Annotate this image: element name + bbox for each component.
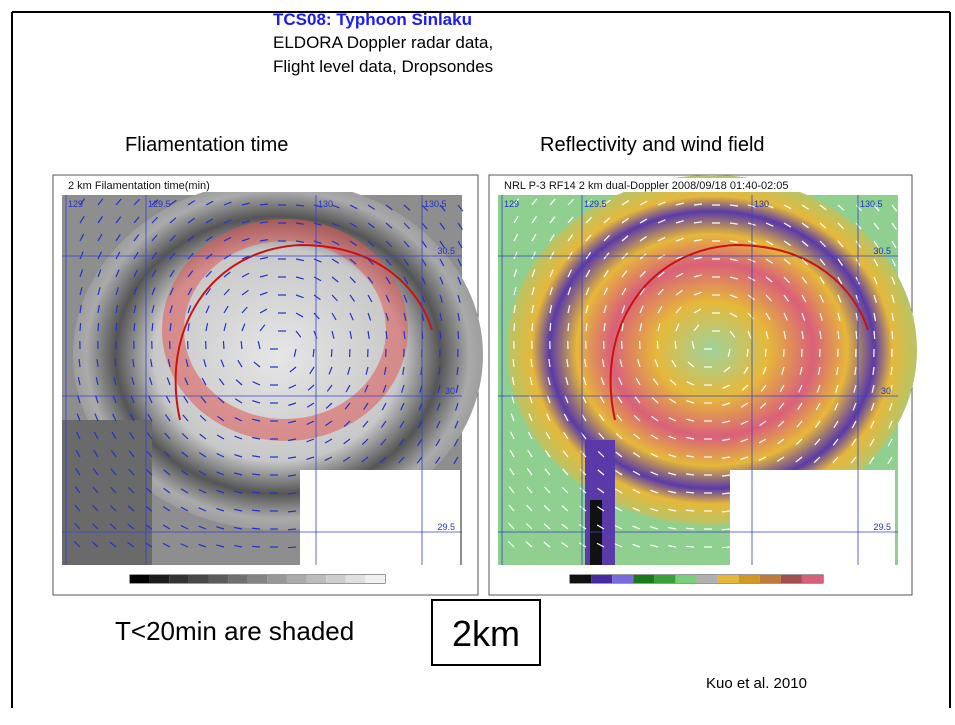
colorbar-cell — [248, 575, 268, 583]
lon-label: 129.5 — [584, 199, 607, 209]
colorbar-cell — [150, 575, 170, 583]
colorbar-cell — [326, 575, 346, 583]
wind-arrow — [722, 547, 730, 548]
colorbar-cell — [228, 575, 248, 583]
colorbar-cell — [802, 575, 823, 583]
colorbar-cell — [208, 575, 228, 583]
wind-arrow — [657, 341, 658, 349]
lat-label: 30 — [881, 386, 891, 396]
colorbar-cell — [739, 575, 760, 583]
note: T<20min are shaded — [115, 616, 354, 646]
lon-label: 129 — [504, 199, 519, 209]
wind-arrow — [440, 331, 441, 339]
colorbar-cell — [633, 575, 654, 583]
wind-arrow — [252, 546, 260, 547]
lon-label: 129.5 — [148, 199, 171, 209]
subtitle: Flight level data, Dropsondes — [273, 57, 493, 76]
wind-arrow — [532, 323, 533, 331]
wind-arrow — [134, 323, 135, 331]
image-reflectivity: NRL P-3 RF14 2 km dual-Doppler 2008/09/1… — [489, 175, 917, 595]
colorbar-cell — [169, 575, 189, 583]
colorbar-cell — [591, 575, 612, 583]
panel-title: Reflectivity and wind field — [540, 134, 765, 156]
colorbar-cell — [130, 575, 150, 583]
slide: TCS08: Typhoon Sinlaku ELDORA Doppler ra… — [0, 0, 955, 720]
colorbar-cell — [697, 575, 718, 583]
citation: Kuo et al. 2010 — [706, 675, 807, 692]
lon-label: 130.5 — [424, 199, 447, 209]
wind-arrow — [252, 528, 260, 529]
colorbar-cell — [346, 575, 366, 583]
panel-title: Fliamentation time — [125, 134, 288, 156]
wind-arrow — [80, 323, 81, 331]
wind-arrow — [686, 546, 694, 547]
colorbar-cell — [718, 575, 739, 583]
wind-arrow — [874, 331, 875, 339]
title: TCS08: Typhoon Sinlaku — [273, 10, 472, 29]
colorbar-cell — [365, 575, 385, 583]
lon-label: 130 — [754, 199, 769, 209]
lat-label: 29.5 — [873, 522, 891, 532]
wind-arrow — [223, 341, 224, 349]
wind-arrow — [288, 547, 296, 548]
image-label: NRL P-3 RF14 2 km dual-Doppler 2008/09/1… — [504, 180, 789, 192]
wind-arrow — [686, 528, 694, 529]
lat-label: 30.5 — [873, 246, 891, 256]
colorbar-cell — [760, 575, 781, 583]
wind-arrow — [98, 323, 99, 331]
wind-arrow — [458, 331, 459, 339]
colorbar-cell — [675, 575, 696, 583]
wind-arrow — [892, 331, 893, 339]
wind-arrow — [288, 529, 296, 530]
colorbar-cell — [189, 575, 209, 583]
colorbar-cell — [287, 575, 307, 583]
wind-arrow — [116, 323, 117, 331]
lon-label: 129 — [68, 199, 83, 209]
lat-label: 30.5 — [437, 246, 455, 256]
lat-label: 29.5 — [437, 522, 455, 532]
wind-arrow — [722, 529, 730, 530]
image-label: 2 km Filamentation time(min) — [68, 180, 210, 192]
wind-arrow — [568, 323, 569, 331]
lon-label: 130 — [318, 199, 333, 209]
lat-label: 30 — [445, 386, 455, 396]
colorbar-cell — [570, 575, 591, 583]
wind-arrow — [331, 349, 332, 357]
colorbar-cell — [307, 575, 327, 583]
colorbar-cell — [654, 575, 675, 583]
colorbar-cell — [267, 575, 287, 583]
wind-arrow — [514, 323, 515, 331]
page: {"header": {"title": "TCS08: Typhoon Sin… — [0, 0, 955, 720]
lon-label: 130.5 — [860, 199, 883, 209]
colorbar-cell — [781, 575, 802, 583]
wind-arrow — [765, 349, 766, 357]
scale-label: 2km — [452, 613, 520, 654]
wind-arrow — [550, 323, 551, 331]
image-filamentation: 2 km Filamentation time(min) 129 129.5 130 1… — [53, 175, 483, 595]
colorbar-cell — [612, 575, 633, 583]
subtitle: ELDORA Doppler radar data, — [273, 33, 493, 52]
wind-arrow — [856, 331, 857, 339]
